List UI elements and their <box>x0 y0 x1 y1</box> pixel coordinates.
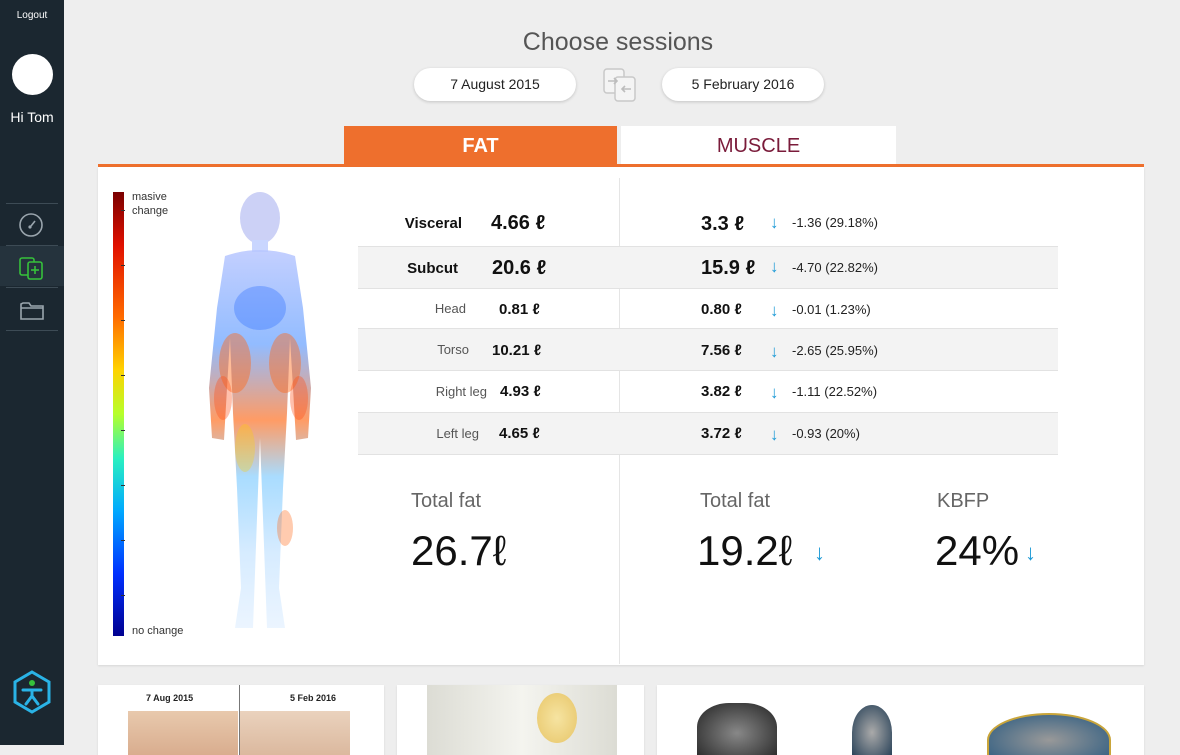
scale-tick <box>121 320 125 321</box>
page-title: Choose sessions <box>522 28 714 56</box>
card-date-a: 7 Aug 2015 <box>146 693 194 703</box>
down-arrow-icon: ↓ <box>770 342 779 361</box>
nav-folder[interactable] <box>0 288 64 328</box>
region-label: Subcut <box>407 260 458 277</box>
scale-tick <box>121 210 125 211</box>
region-label: Visceral <box>404 215 462 232</box>
session-a-value: 4.65 ℓ <box>499 425 540 442</box>
session-a-value: 20.6 ℓ <box>492 257 547 279</box>
session-b-value: 7.56 ℓ <box>701 342 742 359</box>
change-value: -0.01 (1.23%) <box>792 302 871 317</box>
session-b-value: 0.80 ℓ <box>701 301 742 318</box>
tab-muscle[interactable]: MUSCLE <box>621 126 896 164</box>
folder-icon <box>20 302 44 320</box>
divider <box>6 287 58 288</box>
change-color-scale <box>113 192 124 636</box>
divider <box>6 330 58 331</box>
kbfp-value: 24% <box>935 527 1020 574</box>
legend-max-label: masive change <box>132 191 169 217</box>
region-label: Right leg <box>435 384 487 399</box>
brand-logo-icon[interactable] <box>12 670 52 714</box>
total-fat-a-value: 26.7ℓ <box>411 527 507 574</box>
session-b-value: 3.72 ℓ <box>701 425 742 442</box>
down-arrow-icon: ↓ <box>770 383 779 402</box>
torso-render <box>427 685 617 755</box>
session-a-value: 0.81 ℓ <box>499 301 540 318</box>
nav-compare[interactable] <box>0 246 64 286</box>
skeleton-3d-card[interactable] <box>397 685 644 755</box>
photo-before <box>128 711 238 755</box>
photo-after <box>240 711 350 755</box>
gauge-icon <box>19 213 43 237</box>
change-value: -0.93 (20%) <box>792 426 860 441</box>
change-value: -1.11 (22.52%) <box>792 384 878 399</box>
legend-min-label: no change <box>132 625 184 637</box>
scale-tick <box>121 485 125 486</box>
tab-underline <box>98 164 1144 167</box>
scale-tick <box>121 595 125 596</box>
divider <box>6 203 58 204</box>
change-value: -1.36 (29.18%) <box>792 215 878 230</box>
region-label: Head <box>434 301 466 316</box>
sidebar: Logout Hi Tom <box>0 0 64 745</box>
total-fat-b-label: Total fat <box>700 490 771 512</box>
change-value: -4.70 (22.82%) <box>792 260 878 275</box>
kbfp-label: KBFP <box>937 490 990 512</box>
session-a-select[interactable]: 7 August 2015 <box>414 68 576 101</box>
down-arrow-icon: ↓ <box>770 257 779 276</box>
scale-tick <box>121 375 125 376</box>
spine-render <box>537 693 577 743</box>
table-row: Head 0.81 ℓ 0.80 ℓ ↓ -0.01 (1.23%) <box>358 289 1058 329</box>
greeting: Hi Tom <box>10 109 54 125</box>
session-a-value: 4.93 ℓ <box>500 383 541 400</box>
session-b-value: 15.9 ℓ <box>701 257 756 279</box>
table-row: Left leg 4.65 ℓ 3.72 ℓ ↓ -0.93 (20%) <box>358 413 1058 455</box>
down-arrow-icon: ↓ <box>770 213 779 232</box>
mri-slices-card[interactable] <box>657 685 1144 755</box>
session-b-select[interactable]: 5 February 2016 <box>662 68 824 101</box>
scale-tick <box>121 265 125 266</box>
session-b-value: 3.82 ℓ <box>701 383 742 400</box>
divider <box>6 245 58 246</box>
session-a-value: 10.21 ℓ <box>492 342 542 359</box>
body-fat-heatmap[interactable] <box>195 188 325 638</box>
down-arrow-icon: ↓ <box>814 540 825 565</box>
mri-slice-coronal <box>987 713 1111 755</box>
scale-tick <box>121 430 125 431</box>
nav-dashboard[interactable] <box>0 204 64 244</box>
tab-fat[interactable]: FAT <box>344 126 617 164</box>
table-row: Right leg 4.93 ℓ 3.82 ℓ ↓ -1.11 (22.52%) <box>358 371 1058 413</box>
session-b-value: 3.3 ℓ <box>701 213 745 235</box>
mri-slice-sagittal <box>852 705 892 755</box>
session-a-value: 4.66 ℓ <box>491 212 546 234</box>
mri-slice-axial <box>697 703 777 755</box>
change-value: -2.65 (25.95%) <box>792 343 878 358</box>
logout-button[interactable]: Logout <box>16 10 48 21</box>
compare-files-icon[interactable] <box>600 66 640 104</box>
region-label: Left leg <box>436 426 479 441</box>
down-arrow-icon: ↓ <box>1025 540 1036 565</box>
table-row: Torso 10.21 ℓ 7.56 ℓ ↓ -2.65 (25.95%) <box>358 329 1058 371</box>
avatar[interactable] <box>12 54 53 95</box>
region-label: Torso <box>437 342 469 357</box>
total-fat-a-label: Total fat <box>411 490 482 512</box>
compare-files-icon <box>19 257 43 280</box>
table-row: Subcut 20.6 ℓ 15.9 ℓ ↓ -4.70 (22.82%) <box>358 247 1058 289</box>
card-date-b: 5 Feb 2016 <box>290 693 337 703</box>
card-split-line <box>239 685 240 755</box>
down-arrow-icon: ↓ <box>770 425 779 444</box>
table-row: Visceral 4.66 ℓ 3.3 ℓ ↓ -1.36 (29.18%) <box>358 202 1058 247</box>
total-fat-b-value: 19.2ℓ <box>697 527 793 574</box>
down-arrow-icon: ↓ <box>770 301 779 320</box>
scale-tick <box>121 540 125 541</box>
